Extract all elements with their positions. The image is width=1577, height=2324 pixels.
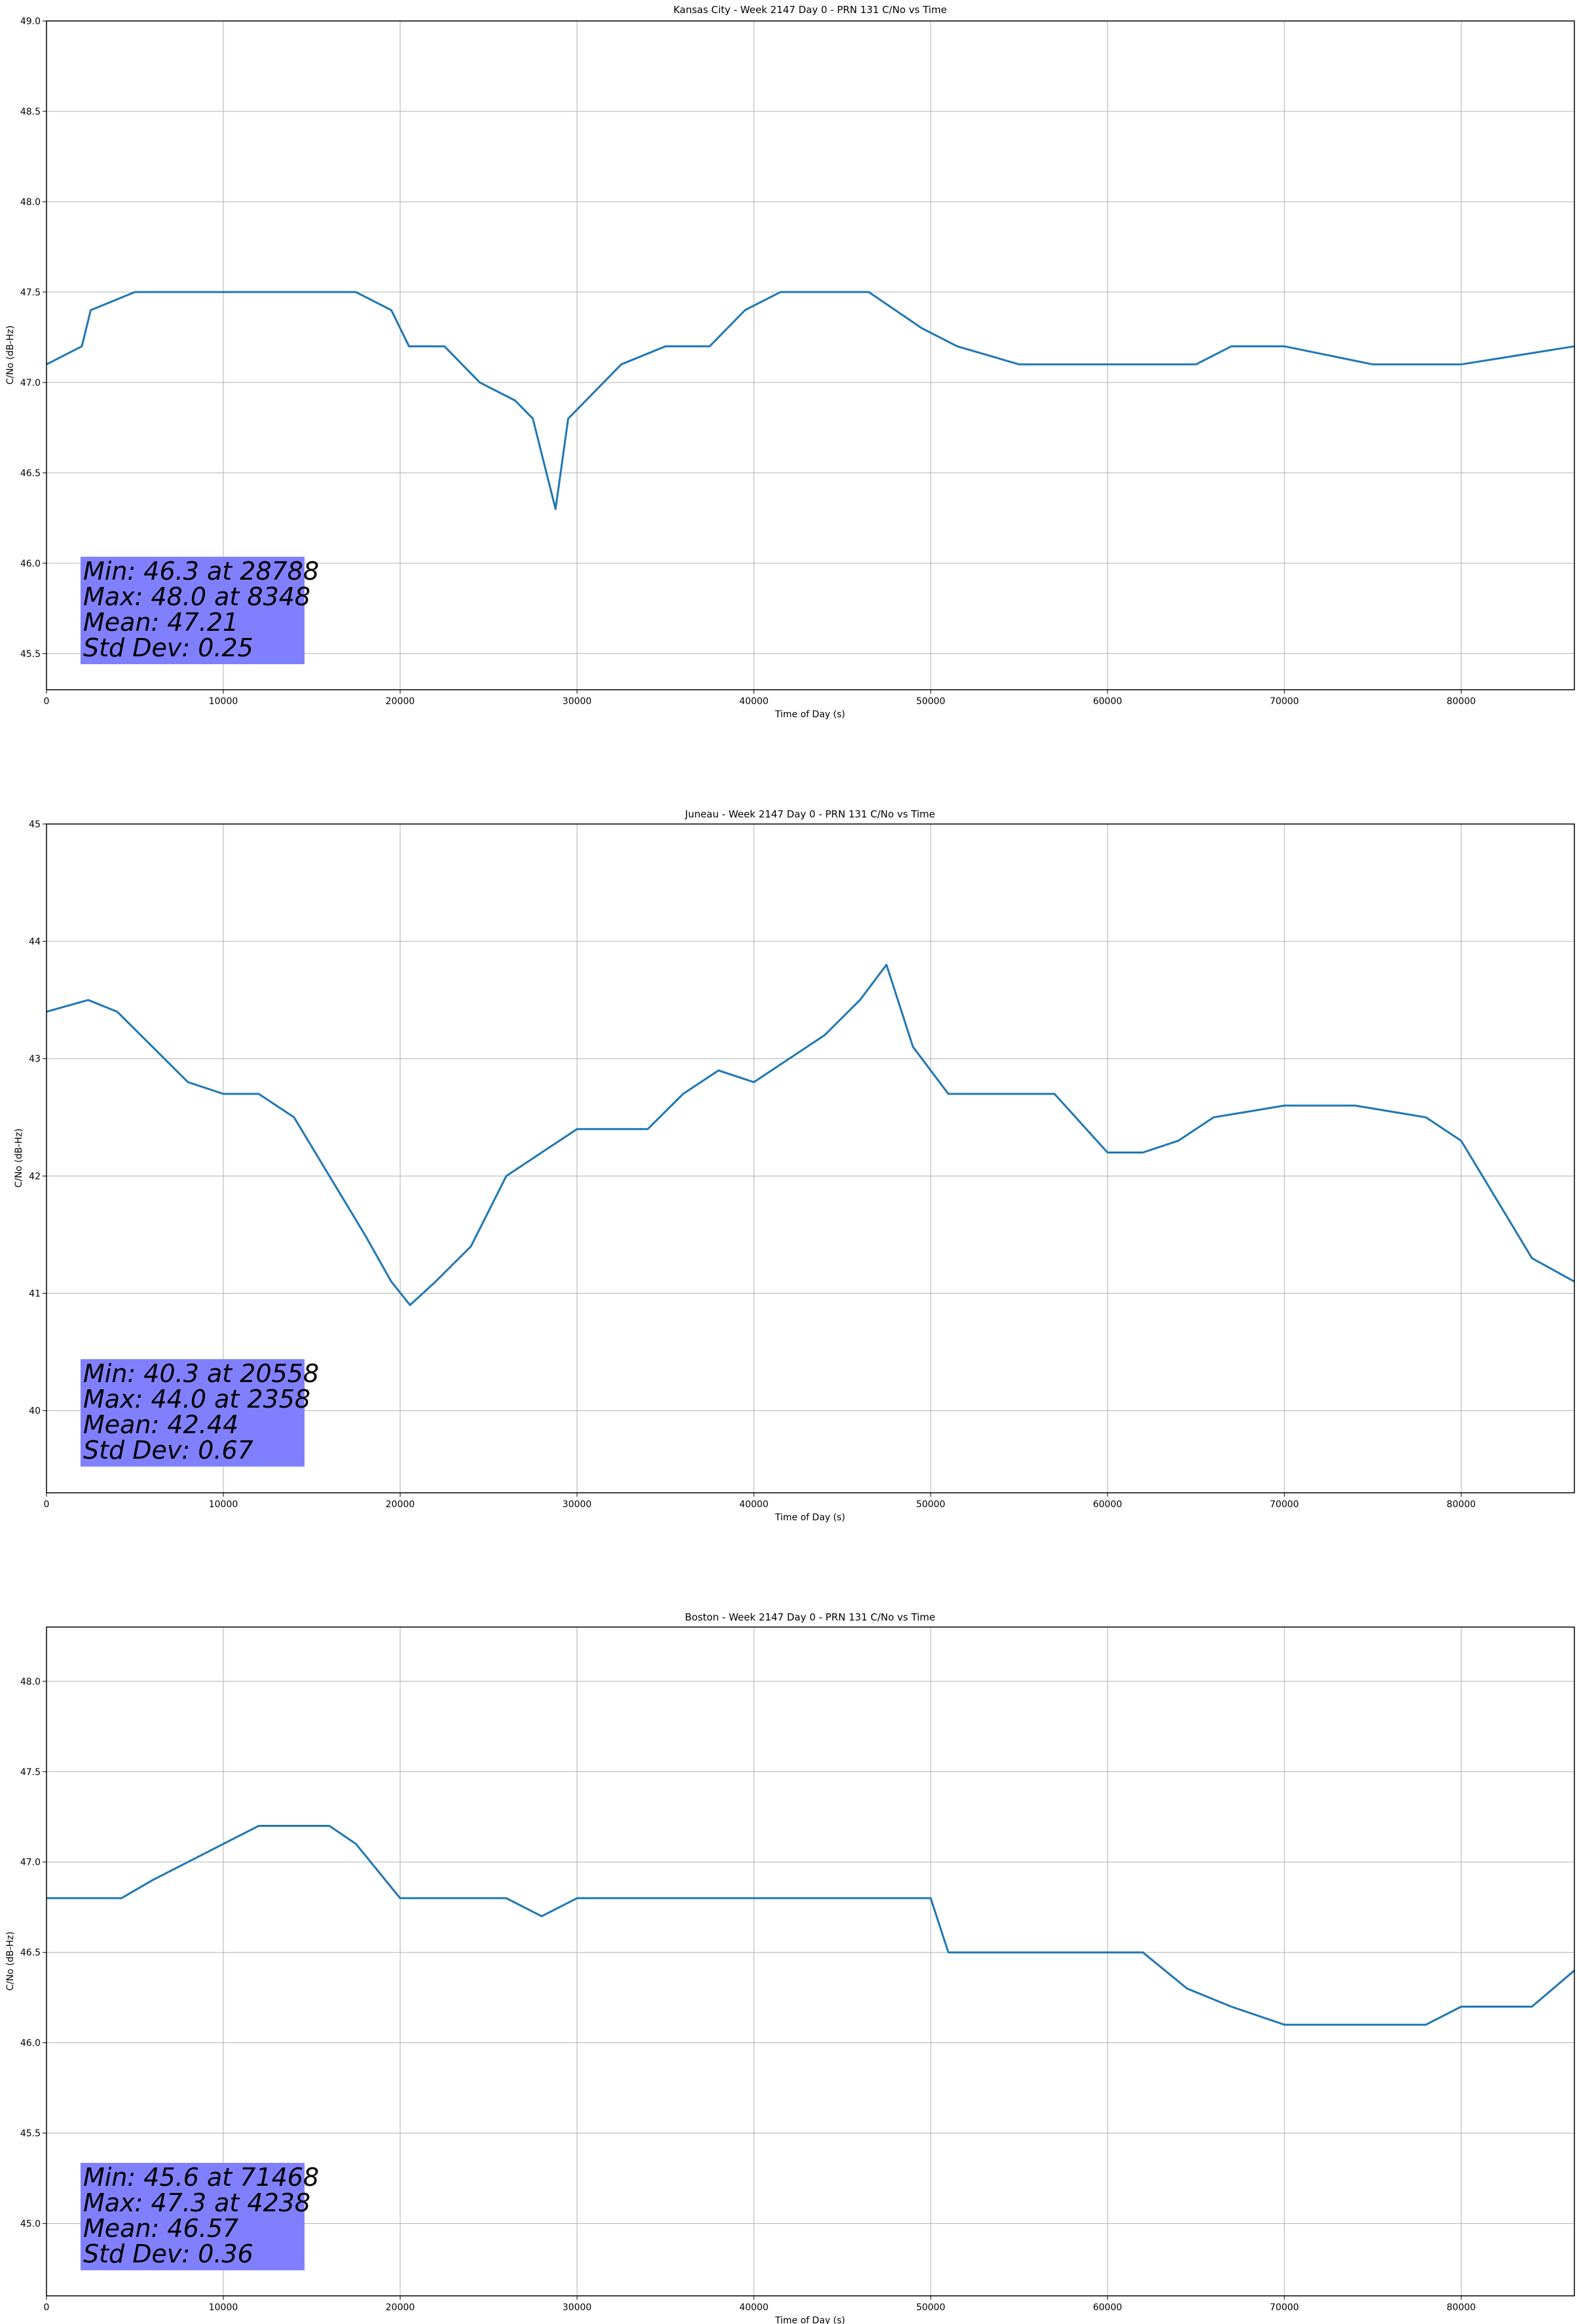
x-tick-label: 70000 bbox=[1270, 696, 1299, 707]
stats-min-text: Min: 45.6 at 71468 bbox=[83, 2163, 319, 2192]
y-tick-label: 46.0 bbox=[20, 2038, 41, 2049]
y-axis-label: C/No (dB-Hz) bbox=[5, 1932, 16, 1991]
plot-frame bbox=[46, 20, 1575, 690]
y-tick-label: 45 bbox=[29, 819, 41, 830]
x-tick-label: 0 bbox=[44, 1499, 50, 1510]
x-tick-label: 10000 bbox=[209, 696, 238, 707]
y-tick-label: 46.0 bbox=[20, 559, 41, 569]
x-tick-label: 60000 bbox=[1093, 696, 1122, 707]
x-tick-label: 80000 bbox=[1447, 2302, 1476, 2313]
x-axis-label: Time of Day (s) bbox=[775, 2315, 845, 2324]
y-tick-label: 47.5 bbox=[20, 288, 41, 298]
x-tick-label: 0 bbox=[44, 696, 50, 707]
y-tick-label: 47.0 bbox=[20, 1858, 41, 1868]
x-tick-label: 0 bbox=[44, 2302, 50, 2313]
x-tick-label: 10000 bbox=[209, 1499, 238, 1510]
stats-box bbox=[81, 1359, 305, 1467]
chart-panel-boston: Boston - Week 2147 Day 0 - PRN 131 C/No … bbox=[5, 1611, 1575, 2324]
y-tick-label: 42 bbox=[29, 1171, 41, 1182]
chart-panel-kansas-city: Kansas City - Week 2147 Day 0 - PRN 131 … bbox=[5, 4, 1575, 720]
plot-frame bbox=[46, 1626, 1575, 2296]
x-axis-label: Time of Day (s) bbox=[775, 709, 845, 720]
x-tick-label: 70000 bbox=[1270, 2302, 1299, 2313]
chart-title: Juneau - Week 2147 Day 0 - PRN 131 C/No … bbox=[684, 808, 935, 820]
x-tick-label: 20000 bbox=[386, 696, 415, 707]
chart-title: Boston - Week 2147 Day 0 - PRN 131 C/No … bbox=[685, 1611, 935, 1623]
y-axis-label: C/No (dB-Hz) bbox=[5, 326, 16, 384]
y-tick-label: 45.5 bbox=[20, 2129, 41, 2139]
stats-std-dev-text: Std Dev: 0.67 bbox=[83, 1436, 253, 1465]
x-tick-label: 40000 bbox=[739, 2302, 769, 2313]
stats-max-text: Max: 44.0 at 2358 bbox=[83, 1385, 310, 1414]
grid-lines bbox=[46, 20, 1574, 690]
chart-title: Kansas City - Week 2147 Day 0 - PRN 131 … bbox=[673, 4, 947, 16]
stats-mean-text: Mean: 46.57 bbox=[83, 2214, 238, 2243]
x-tick-label: 50000 bbox=[916, 1499, 946, 1510]
y-tick-label: 45.5 bbox=[20, 649, 41, 660]
chart-panel-juneau: Juneau - Week 2147 Day 0 - PRN 131 C/No … bbox=[14, 808, 1575, 1523]
stats-mean-text: Mean: 47.21 bbox=[83, 608, 238, 637]
y-tick-label: 49.0 bbox=[20, 16, 41, 27]
x-tick-label: 40000 bbox=[739, 1499, 769, 1510]
stats-box bbox=[81, 557, 305, 664]
y-tick-label: 46.5 bbox=[20, 468, 41, 479]
series-layer bbox=[46, 291, 1575, 510]
x-tick-label: 30000 bbox=[563, 1499, 592, 1510]
y-tick-label: 47.5 bbox=[20, 1767, 41, 1778]
x-tick-label: 60000 bbox=[1093, 2302, 1122, 2313]
stats-min-text: Min: 40.3 at 20558 bbox=[83, 1359, 319, 1388]
stats-std-dev-text: Std Dev: 0.25 bbox=[83, 633, 253, 662]
x-tick-label: 30000 bbox=[563, 2302, 592, 2313]
stats-mean-text: Mean: 42.44 bbox=[83, 1410, 238, 1439]
x-tick-label: 80000 bbox=[1447, 1499, 1476, 1510]
stats-std-dev-text: Std Dev: 0.36 bbox=[83, 2240, 253, 2268]
x-tick-label: 80000 bbox=[1447, 696, 1476, 707]
series-layer bbox=[46, 1825, 1575, 2026]
y-tick-label: 41 bbox=[29, 1288, 41, 1299]
y-tick-label: 48.5 bbox=[20, 107, 41, 117]
stats-min-text: Min: 46.3 at 28788 bbox=[83, 557, 319, 586]
y-tick-label: 44 bbox=[29, 937, 41, 947]
x-tick-label: 70000 bbox=[1270, 1499, 1299, 1510]
x-tick-label: 20000 bbox=[386, 2302, 415, 2313]
x-tick-label: 10000 bbox=[209, 2302, 238, 2313]
y-tick-label: 46.5 bbox=[20, 1948, 41, 1959]
x-tick-label: 30000 bbox=[563, 696, 592, 707]
x-axis-label: Time of Day (s) bbox=[775, 1512, 845, 1523]
x-tick-label: 60000 bbox=[1093, 1499, 1122, 1510]
x-tick-label: 50000 bbox=[916, 2302, 946, 2313]
stats-box bbox=[81, 2163, 305, 2270]
y-tick-label: 45.0 bbox=[20, 2219, 41, 2230]
x-tick-label: 50000 bbox=[916, 696, 946, 707]
y-tick-label: 48.0 bbox=[20, 197, 41, 208]
stats-max-text: Max: 47.3 at 4238 bbox=[83, 2188, 310, 2217]
x-tick-label: 40000 bbox=[739, 696, 769, 707]
axis-ticks: 0 10000 20000 30000 40000 50000 60000 70000 8000… bbox=[29, 819, 1475, 1510]
y-axis-label: C/No (dB-Hz) bbox=[14, 1129, 24, 1188]
y-tick-label: 48.0 bbox=[20, 1677, 41, 1687]
y-tick-label: 43 bbox=[29, 1054, 41, 1064]
x-tick-label: 20000 bbox=[386, 1499, 415, 1510]
axis-ticks: 0 10000 20000 30000 40000 50000 60000 70000 8000… bbox=[20, 1677, 1476, 2313]
axis-ticks: 0 10000 20000 30000 40000 50000 60000 70000 8000… bbox=[20, 16, 1476, 707]
stats-max-text: Max: 48.0 at 8348 bbox=[83, 582, 310, 611]
plot-frame bbox=[46, 823, 1575, 1493]
y-tick-label: 40 bbox=[29, 1406, 41, 1417]
y-tick-label: 47.0 bbox=[20, 378, 41, 388]
series-layer bbox=[46, 964, 1575, 1306]
